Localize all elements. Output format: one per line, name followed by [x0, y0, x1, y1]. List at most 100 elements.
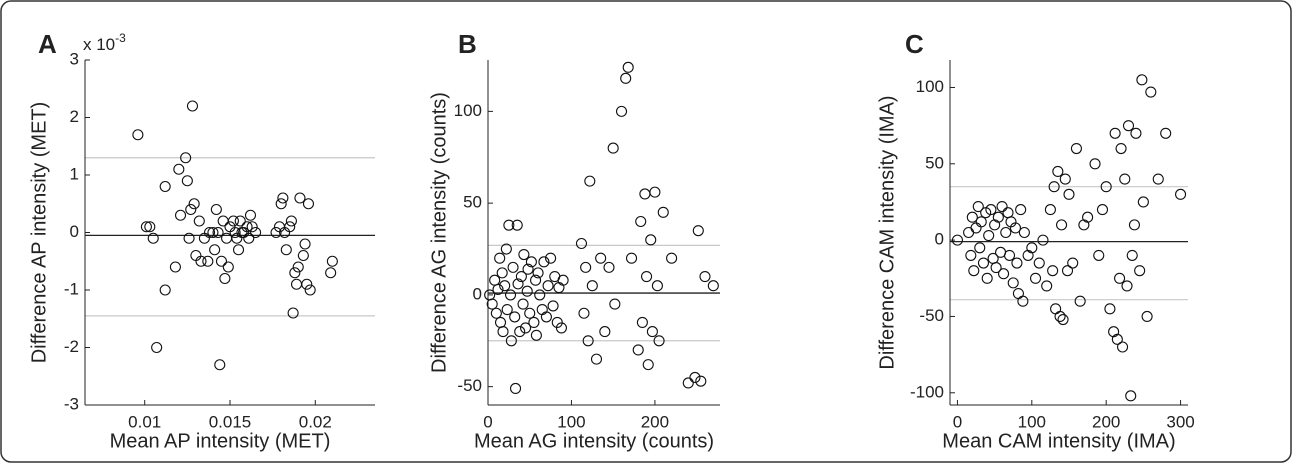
point	[214, 359, 226, 371]
point	[632, 344, 644, 356]
point	[289, 267, 301, 279]
point	[1059, 173, 1071, 185]
point	[287, 307, 299, 319]
point	[972, 200, 984, 213]
point	[575, 237, 588, 250]
point	[1063, 188, 1075, 200]
point	[651, 280, 663, 292]
point	[325, 267, 337, 279]
point	[666, 252, 678, 264]
x-axis-label: Mean AP intensity (MET)	[110, 430, 331, 452]
point	[522, 263, 534, 275]
x-tick-label: 0.01	[128, 412, 161, 431]
point	[490, 307, 502, 319]
point	[586, 280, 598, 292]
x-axis-label: Mean AG intensity (counts)	[474, 430, 714, 452]
point	[1100, 181, 1112, 193]
y-tick-label: -50	[919, 306, 944, 325]
point	[514, 326, 526, 338]
point	[181, 175, 193, 187]
multiplier-base: x 10	[83, 35, 115, 54]
point	[557, 274, 569, 286]
point	[1018, 226, 1030, 239]
point	[326, 255, 338, 267]
point	[227, 215, 239, 227]
point	[280, 244, 292, 256]
point	[215, 255, 228, 267]
point	[497, 326, 509, 338]
point	[492, 283, 504, 295]
point	[284, 221, 296, 233]
point	[504, 289, 517, 301]
x-tick-label: 100	[557, 412, 585, 431]
point	[1082, 211, 1094, 223]
point	[657, 206, 669, 218]
point	[1070, 142, 1082, 155]
point	[965, 249, 977, 261]
point	[159, 284, 171, 296]
x-tick-label: 0.015	[209, 412, 252, 431]
point	[636, 316, 648, 328]
point	[500, 243, 512, 255]
point	[193, 215, 205, 227]
point	[1093, 249, 1105, 261]
point	[1134, 265, 1146, 277]
point	[642, 359, 654, 371]
point	[159, 180, 171, 193]
y-tick-label: 0	[935, 230, 944, 249]
point	[277, 192, 289, 204]
point	[540, 311, 552, 323]
point	[1109, 127, 1121, 139]
point	[983, 230, 995, 242]
point	[1029, 272, 1042, 284]
y-axis-label: Difference AP intensity (MET)	[28, 102, 50, 364]
point	[509, 311, 521, 323]
point	[1044, 204, 1056, 216]
point	[301, 278, 313, 290]
y-tick-label: -1	[64, 279, 79, 298]
point	[1047, 265, 1059, 277]
x-axis-label: Mean CAM intensity (IMA)	[942, 430, 1175, 452]
point	[584, 175, 596, 187]
point	[699, 270, 711, 283]
point	[1136, 74, 1148, 86]
point	[501, 304, 513, 316]
point	[505, 335, 517, 347]
point	[599, 326, 611, 338]
point	[1122, 120, 1135, 132]
point	[515, 270, 527, 283]
point	[1141, 310, 1153, 323]
x-tick-label: 200	[641, 412, 669, 431]
y-axis-label: Difference AG intensity (counts)	[428, 92, 450, 373]
point	[151, 341, 163, 354]
point	[494, 252, 506, 264]
y-tick-label: 3	[70, 49, 79, 68]
point	[966, 211, 978, 223]
y-tick-label: 0	[70, 222, 79, 241]
point	[532, 267, 544, 279]
point	[183, 232, 195, 244]
point	[985, 204, 997, 216]
point	[1007, 277, 1019, 289]
point	[244, 209, 257, 221]
point	[1003, 249, 1016, 261]
y-tick-label: -50	[457, 376, 482, 395]
x-tick-label: 0	[483, 412, 492, 431]
point	[951, 234, 963, 246]
point	[580, 261, 592, 273]
point	[185, 203, 197, 216]
point	[212, 226, 224, 239]
point	[1056, 219, 1068, 231]
point	[1137, 196, 1149, 208]
point	[186, 100, 199, 112]
point	[996, 200, 1008, 213]
point	[174, 209, 187, 221]
point	[980, 207, 992, 219]
point	[517, 298, 529, 310]
point	[140, 221, 152, 233]
point	[507, 261, 519, 273]
point	[1015, 204, 1027, 216]
